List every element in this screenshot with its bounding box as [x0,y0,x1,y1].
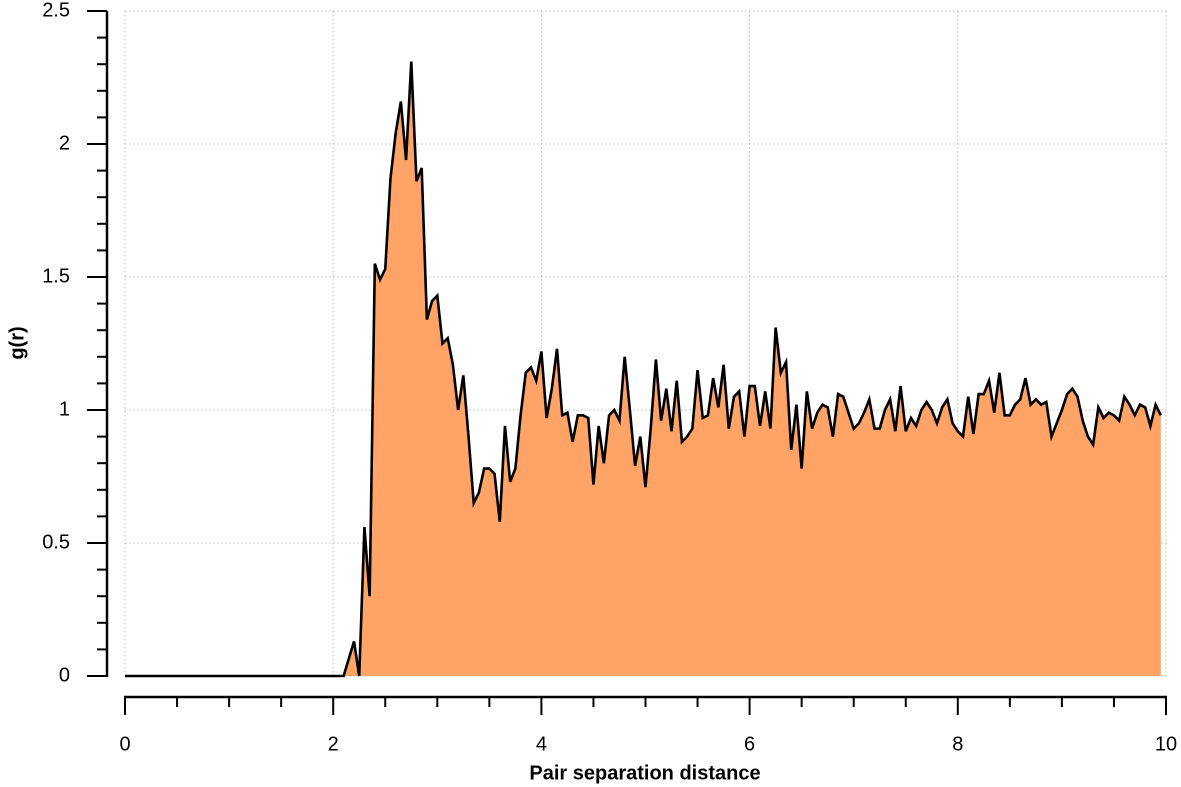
area-fill [125,61,1161,677]
y-tick-label: 0 [59,664,70,686]
x-tick-label: 2 [328,733,339,755]
x-tick-label: 10 [1155,733,1177,755]
y-tick-label: 2 [59,132,70,154]
x-tick-label: 4 [536,733,547,755]
y-axis-title: g(r) [6,326,28,359]
x-tick-label: 8 [952,733,963,755]
y-tick-label: 1.5 [42,265,70,287]
x-tick-label: 6 [744,733,755,755]
y-tick-label: 0.5 [42,531,70,553]
y-tick-label: 2.5 [42,0,70,21]
x-tick-label: 0 [119,733,130,755]
y-tick-label: 1 [59,398,70,420]
x-axis-title: Pair separation distance [529,762,760,784]
line [125,61,1162,678]
